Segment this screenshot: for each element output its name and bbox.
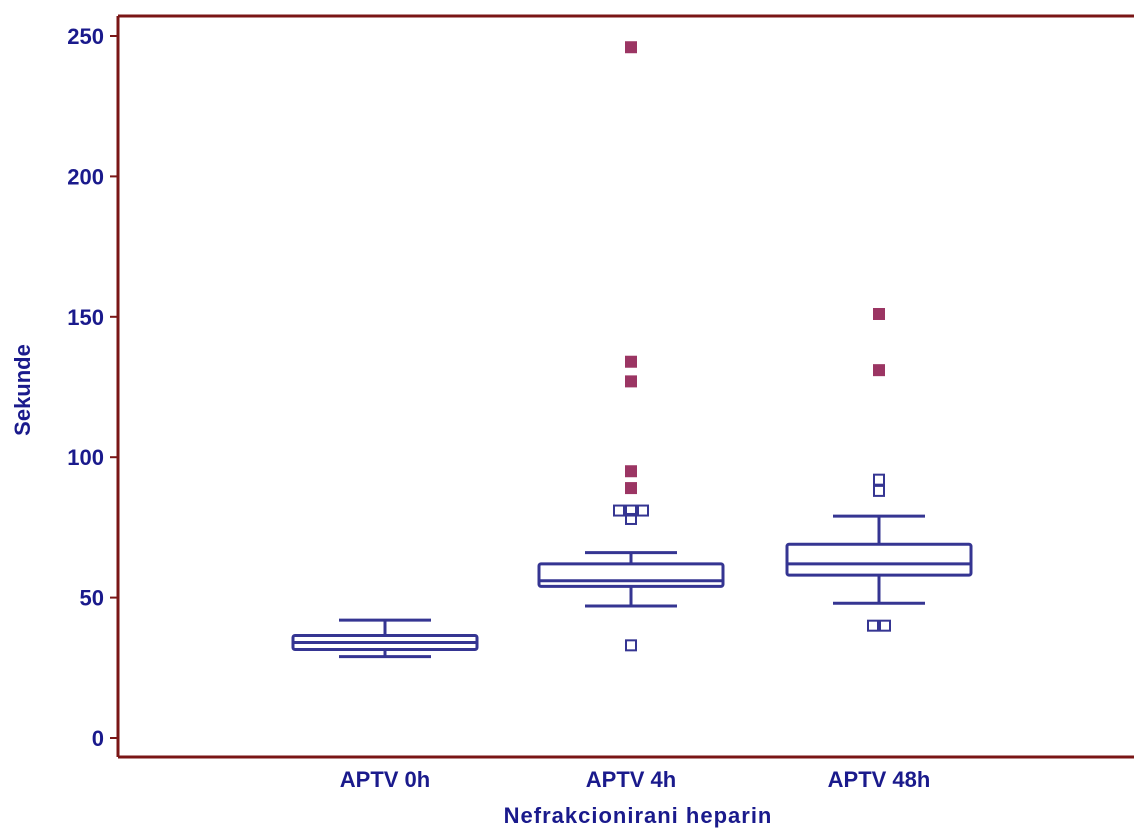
far-outlier-point xyxy=(625,482,637,495)
outlier-point xyxy=(879,619,891,632)
x-axis-title: Nefrakcionirani heparin xyxy=(504,803,773,828)
box-1 xyxy=(291,618,479,659)
outlier-point xyxy=(867,619,879,632)
y-tick-label: 100 xyxy=(67,445,104,470)
outlier-point xyxy=(613,504,625,517)
y-axis-ticks: 0 50 100 150 200 250 xyxy=(67,24,118,751)
box-2 xyxy=(537,41,725,652)
far-outlier-point xyxy=(625,41,637,54)
y-tick-label: 200 xyxy=(67,164,104,189)
far-outlier-point xyxy=(873,364,885,377)
box-rect xyxy=(785,542,973,577)
outlier-point xyxy=(873,484,885,497)
outlier-point xyxy=(625,639,637,652)
x-axis-categories: APTV 0h APTV 4h APTV 48h xyxy=(340,767,931,792)
far-outlier-point xyxy=(625,375,637,388)
box-series xyxy=(291,41,973,659)
y-tick-label: 150 xyxy=(67,305,104,330)
far-outlier-point xyxy=(625,465,637,478)
y-tick-label: 0 xyxy=(92,726,104,751)
x-category-label: APTV 0h xyxy=(340,767,430,792)
box-rect xyxy=(537,562,725,588)
far-outlier-point xyxy=(873,307,885,320)
far-outlier-point xyxy=(625,355,637,368)
y-axis-title: Sekunde xyxy=(10,344,35,436)
x-category-label: APTV 48h xyxy=(828,767,931,792)
outlier-point xyxy=(625,512,637,525)
outlier-point xyxy=(637,504,649,517)
y-tick-label: 50 xyxy=(80,586,104,611)
x-category-label: APTV 4h xyxy=(586,767,676,792)
outlier-point xyxy=(625,504,637,517)
plot-frame xyxy=(116,14,1134,759)
y-tick-label: 250 xyxy=(67,24,104,49)
outlier-point xyxy=(873,473,885,486)
box-3 xyxy=(785,307,973,632)
